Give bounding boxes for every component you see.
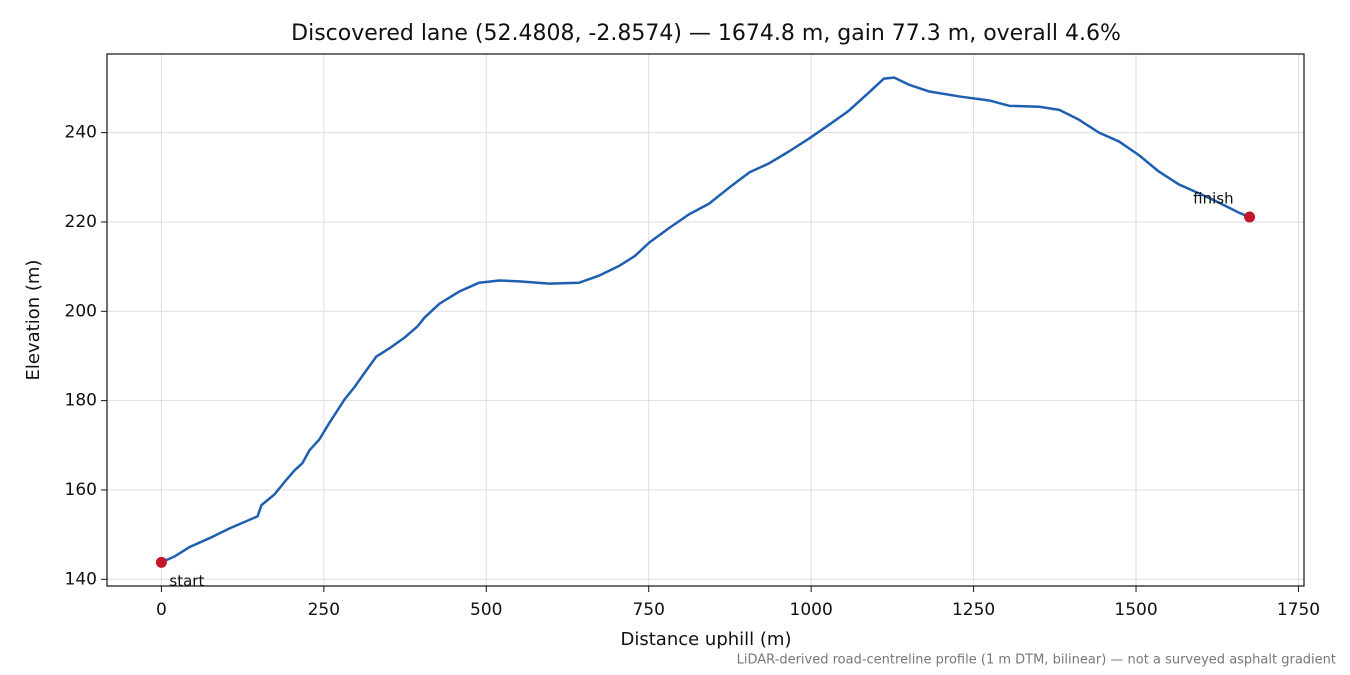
x-axis-label: Distance uphill (m) bbox=[621, 629, 792, 650]
plot-frame bbox=[106, 53, 1305, 587]
x-tick-label: 0 bbox=[156, 600, 167, 620]
x-tick-label: 250 bbox=[308, 600, 340, 620]
x-tick-label: 1250 bbox=[952, 600, 995, 620]
x-tick-label: 500 bbox=[470, 600, 502, 620]
y-tick-label: 180 bbox=[65, 391, 97, 411]
chart-title: Discovered lane (52.4808, -2.8574) — 167… bbox=[291, 21, 1121, 46]
y-tick-label: 240 bbox=[65, 123, 97, 143]
x-tick-label: 1000 bbox=[790, 600, 833, 620]
y-tick-label: 220 bbox=[65, 212, 97, 232]
endpoint-marker bbox=[1244, 211, 1256, 223]
endpoint-label: finish bbox=[1193, 190, 1233, 208]
footnote: LiDAR-derived road-centreline profile (1… bbox=[737, 653, 1336, 668]
grid bbox=[107, 54, 1304, 586]
y-tick-label: 200 bbox=[65, 301, 97, 321]
y-tick-label: 140 bbox=[65, 569, 97, 589]
x-tick-label: 1750 bbox=[1277, 600, 1320, 620]
x-tick-label: 1500 bbox=[1114, 600, 1157, 620]
x-tick-label: 750 bbox=[632, 600, 664, 620]
elevation-line bbox=[160, 76, 1251, 564]
plot: start finish bbox=[155, 76, 1256, 590]
endpoint-marker bbox=[155, 556, 167, 568]
endpoint-label: start bbox=[169, 572, 204, 590]
y-axis-label: Elevation (m) bbox=[23, 260, 44, 381]
y-tick-label: 160 bbox=[65, 480, 97, 500]
